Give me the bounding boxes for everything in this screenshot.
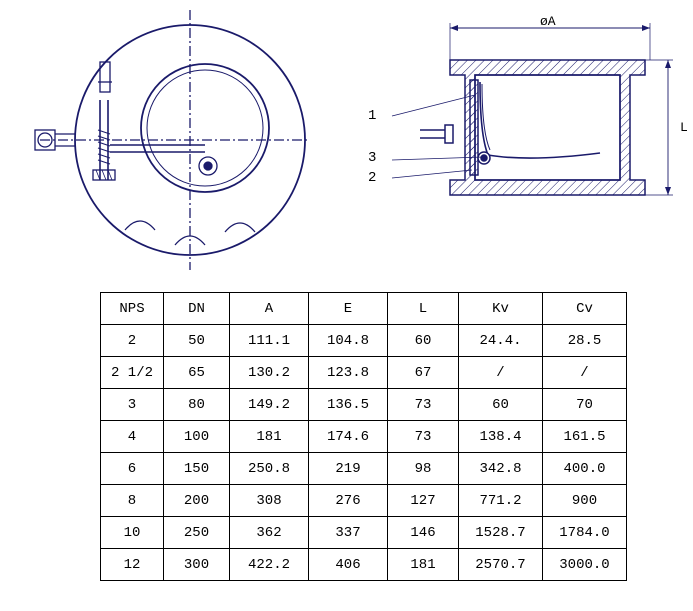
cell: 771.2 — [459, 485, 543, 517]
cell: 276 — [309, 485, 388, 517]
cell: 337 — [309, 517, 388, 549]
cell: 150 — [164, 453, 230, 485]
cell: 149.2 — [230, 389, 309, 421]
table-row: 8 200 308 276 127 771.2 900 — [101, 485, 627, 517]
cell: 138.4 — [459, 421, 543, 453]
cell: 250.8 — [230, 453, 309, 485]
col-header: A — [230, 293, 309, 325]
callout-1: 1 — [368, 108, 376, 124]
cell: 250 — [164, 517, 230, 549]
cell: 100 — [164, 421, 230, 453]
col-header: NPS — [101, 293, 164, 325]
cell: 200 — [164, 485, 230, 517]
table-row: 2 50 111.1 104.8 60 24.4. 28.5 — [101, 325, 627, 357]
cell: 73 — [388, 389, 459, 421]
col-header: Cv — [543, 293, 627, 325]
cell: 50 — [164, 325, 230, 357]
cell: 10 — [101, 517, 164, 549]
cell: 181 — [230, 421, 309, 453]
cell: 362 — [230, 517, 309, 549]
cell: 181 — [388, 549, 459, 581]
front-view-drawing — [30, 10, 310, 270]
cell: 3000.0 — [543, 549, 627, 581]
dimensions-table: NPS DN A E L Kv Cv 2 50 111.1 104.8 60 2… — [100, 292, 627, 581]
cell: 342.8 — [459, 453, 543, 485]
cell: 161.5 — [543, 421, 627, 453]
cell: 60 — [388, 325, 459, 357]
cell: 104.8 — [309, 325, 388, 357]
cell: 900 — [543, 485, 627, 517]
table-row: 10 250 362 337 146 1528.7 1784.0 — [101, 517, 627, 549]
table-row: 6 150 250.8 219 98 342.8 400.0 — [101, 453, 627, 485]
cell: 123.8 — [309, 357, 388, 389]
dimension-l: L — [680, 120, 688, 135]
cell: 70 — [543, 389, 627, 421]
section-view-drawing — [380, 20, 680, 240]
cell: 130.2 — [230, 357, 309, 389]
cell: / — [459, 357, 543, 389]
cell: 28.5 — [543, 325, 627, 357]
cell: 300 — [164, 549, 230, 581]
table-row: 2 1/2 65 130.2 123.8 67 / / — [101, 357, 627, 389]
cell: 67 — [388, 357, 459, 389]
cell: 308 — [230, 485, 309, 517]
technical-drawing-area: 1 3 2 øA L — [0, 0, 693, 280]
page: 1 3 2 øA L NPS DN A E L Kv Cv 2 50 111.1… — [0, 0, 693, 611]
callout-3: 3 — [368, 150, 376, 166]
cell: 1784.0 — [543, 517, 627, 549]
cell: 4 — [101, 421, 164, 453]
cell: 146 — [388, 517, 459, 549]
col-header: L — [388, 293, 459, 325]
col-header: DN — [164, 293, 230, 325]
table-header-row: NPS DN A E L Kv Cv — [101, 293, 627, 325]
cell: 60 — [459, 389, 543, 421]
cell: 136.5 — [309, 389, 388, 421]
cell: 219 — [309, 453, 388, 485]
dimension-dia-a: øA — [540, 14, 556, 29]
table-row: 4 100 181 174.6 73 138.4 161.5 — [101, 421, 627, 453]
cell: / — [543, 357, 627, 389]
cell: 80 — [164, 389, 230, 421]
cell: 98 — [388, 453, 459, 485]
col-header: Kv — [459, 293, 543, 325]
cell: 2570.7 — [459, 549, 543, 581]
table-row: 3 80 149.2 136.5 73 60 70 — [101, 389, 627, 421]
cell: 422.2 — [230, 549, 309, 581]
cell: 12 — [101, 549, 164, 581]
cell: 65 — [164, 357, 230, 389]
col-header: E — [309, 293, 388, 325]
cell: 6 — [101, 453, 164, 485]
cell: 73 — [388, 421, 459, 453]
cell: 1528.7 — [459, 517, 543, 549]
cell: 24.4. — [459, 325, 543, 357]
table-row: 12 300 422.2 406 181 2570.7 3000.0 — [101, 549, 627, 581]
cell: 2 1/2 — [101, 357, 164, 389]
cell: 174.6 — [309, 421, 388, 453]
cell: 400.0 — [543, 453, 627, 485]
cell: 111.1 — [230, 325, 309, 357]
dimensions-table-area: NPS DN A E L Kv Cv 2 50 111.1 104.8 60 2… — [100, 292, 627, 581]
cell: 406 — [309, 549, 388, 581]
cell: 2 — [101, 325, 164, 357]
cell: 3 — [101, 389, 164, 421]
cell: 8 — [101, 485, 164, 517]
callout-2: 2 — [368, 170, 376, 186]
cell: 127 — [388, 485, 459, 517]
